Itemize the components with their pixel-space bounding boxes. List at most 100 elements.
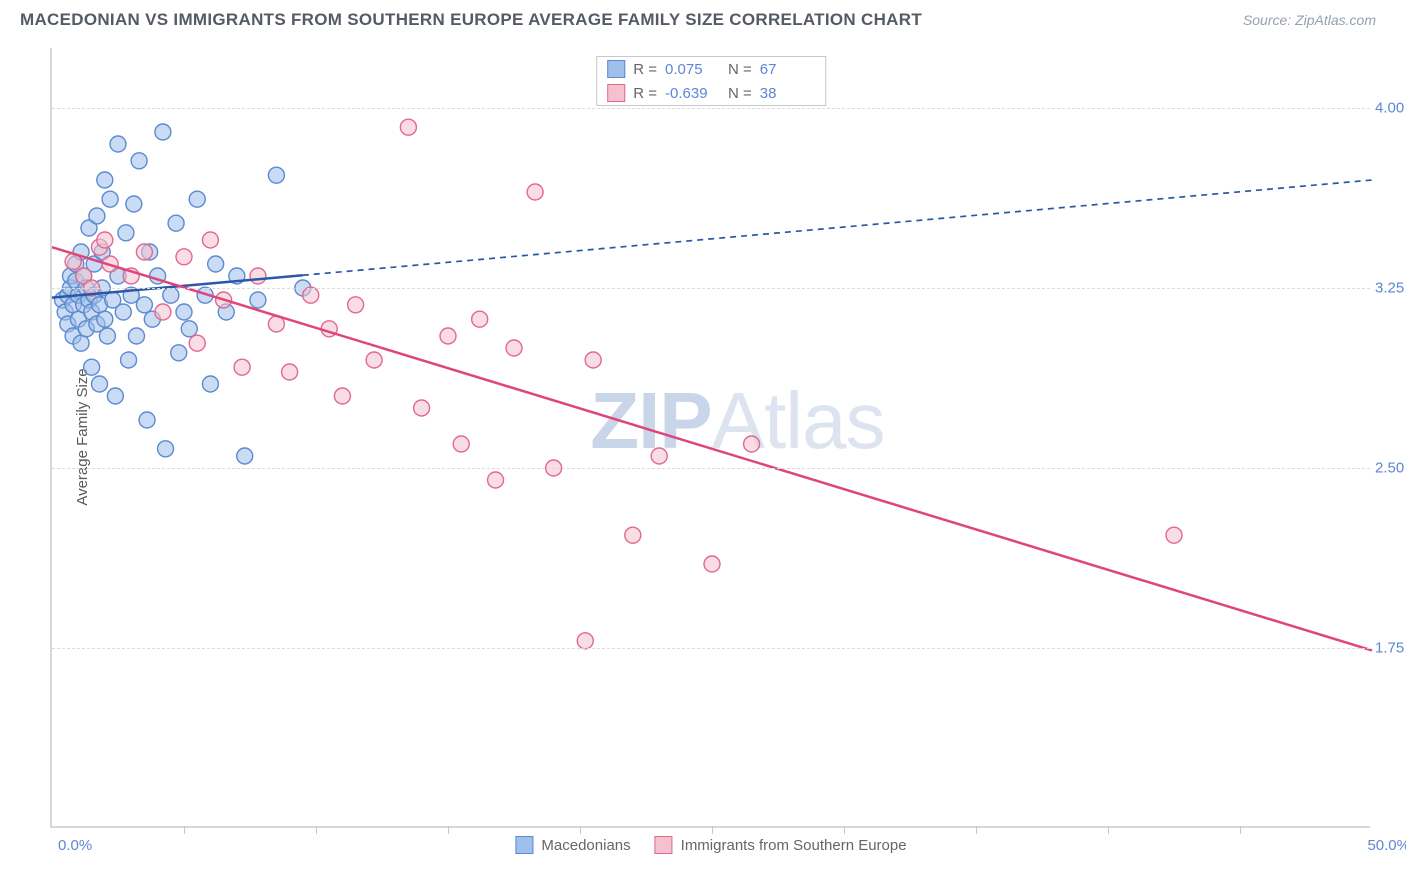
x-axis-max-label: 50.0%	[1367, 837, 1406, 854]
gridline	[52, 648, 1370, 649]
regression-line-dashed	[303, 180, 1372, 275]
scatter-point	[110, 136, 126, 152]
legend-swatch	[607, 60, 625, 78]
gridline	[52, 108, 1370, 109]
scatter-point	[121, 352, 137, 368]
n-value: 38	[760, 85, 815, 102]
scatter-point	[208, 256, 224, 272]
scatter-point	[92, 376, 108, 392]
x-tick	[1108, 826, 1109, 834]
r-value: 0.075	[665, 61, 720, 78]
x-tick	[976, 826, 977, 834]
scatter-point	[97, 232, 113, 248]
scatter-point	[136, 297, 152, 313]
scatter-point	[414, 400, 430, 416]
x-axis-min-label: 0.0%	[58, 837, 92, 854]
x-tick	[448, 826, 449, 834]
scatter-point	[651, 448, 667, 464]
scatter-point	[155, 304, 171, 320]
chart-plot-area: Average Family Size ZIPAtlas R =0.075N =…	[50, 48, 1370, 828]
scatter-point	[97, 172, 113, 188]
x-tick	[1240, 826, 1241, 834]
regression-line	[52, 247, 1372, 650]
scatter-point	[744, 436, 760, 452]
scatter-point	[527, 184, 543, 200]
x-tick	[316, 826, 317, 834]
correlation-row: R = 0.075 N = 67	[597, 57, 825, 81]
scatter-point	[118, 225, 134, 241]
chart-header: MACEDONIAN VS IMMIGRANTS FROM SOUTHERN E…	[0, 0, 1406, 38]
scatter-point	[704, 556, 720, 572]
legend-swatch	[655, 836, 673, 854]
chart-source: Source: ZipAtlas.com	[1243, 12, 1376, 28]
scatter-point	[506, 340, 522, 356]
y-tick-label: 2.50	[1375, 460, 1406, 477]
scatter-point	[250, 292, 266, 308]
scatter-point	[139, 412, 155, 428]
scatter-point	[472, 311, 488, 327]
scatter-point	[181, 321, 197, 337]
scatter-point	[176, 304, 192, 320]
scatter-point	[102, 191, 118, 207]
correlation-row: R = -0.639 N = 38	[597, 81, 825, 105]
y-tick-label: 3.25	[1375, 280, 1406, 297]
scatter-point	[282, 364, 298, 380]
n-label: N =	[728, 85, 752, 102]
r-label: R =	[633, 61, 657, 78]
r-value: -0.639	[665, 85, 720, 102]
gridline	[52, 468, 1370, 469]
gridline	[52, 288, 1370, 289]
scatter-point	[171, 345, 187, 361]
r-label: R =	[633, 85, 657, 102]
scatter-point	[99, 328, 115, 344]
scatter-svg	[52, 48, 1370, 826]
n-value: 67	[760, 61, 815, 78]
scatter-point	[176, 249, 192, 265]
scatter-point	[237, 448, 253, 464]
n-label: N =	[728, 61, 752, 78]
x-tick	[184, 826, 185, 834]
scatter-point	[1166, 527, 1182, 543]
scatter-point	[131, 153, 147, 169]
legend-label: Immigrants from Southern Europe	[681, 837, 907, 854]
scatter-point	[585, 352, 601, 368]
x-tick	[844, 826, 845, 834]
scatter-point	[136, 244, 152, 260]
scatter-point	[163, 287, 179, 303]
scatter-point	[202, 376, 218, 392]
scatter-point	[366, 352, 382, 368]
scatter-point	[128, 328, 144, 344]
correlation-legend: R = 0.075 N = 67 R = -0.639 N = 38	[596, 56, 826, 106]
scatter-point	[168, 215, 184, 231]
scatter-point	[440, 328, 456, 344]
scatter-point	[202, 232, 218, 248]
scatter-point	[625, 527, 641, 543]
scatter-point	[400, 119, 416, 135]
scatter-point	[303, 287, 319, 303]
scatter-point	[348, 297, 364, 313]
scatter-point	[488, 472, 504, 488]
scatter-point	[453, 436, 469, 452]
y-tick-label: 4.00	[1375, 100, 1406, 117]
scatter-point	[158, 441, 174, 457]
chart-title: MACEDONIAN VS IMMIGRANTS FROM SOUTHERN E…	[20, 10, 922, 30]
scatter-point	[115, 304, 131, 320]
scatter-point	[234, 359, 250, 375]
scatter-point	[250, 268, 266, 284]
legend-item: Macedonians	[515, 836, 630, 854]
legend-swatch	[607, 84, 625, 102]
x-tick	[580, 826, 581, 834]
scatter-point	[155, 124, 171, 140]
legend-label: Macedonians	[541, 837, 630, 854]
scatter-point	[73, 335, 89, 351]
scatter-point	[126, 196, 142, 212]
scatter-point	[189, 191, 205, 207]
x-tick	[712, 826, 713, 834]
y-tick-label: 1.75	[1375, 640, 1406, 657]
legend-item: Immigrants from Southern Europe	[655, 836, 907, 854]
series-legend: Macedonians Immigrants from Southern Euro…	[515, 836, 906, 854]
scatter-point	[577, 633, 593, 649]
scatter-point	[107, 388, 123, 404]
scatter-point	[334, 388, 350, 404]
scatter-point	[89, 208, 105, 224]
